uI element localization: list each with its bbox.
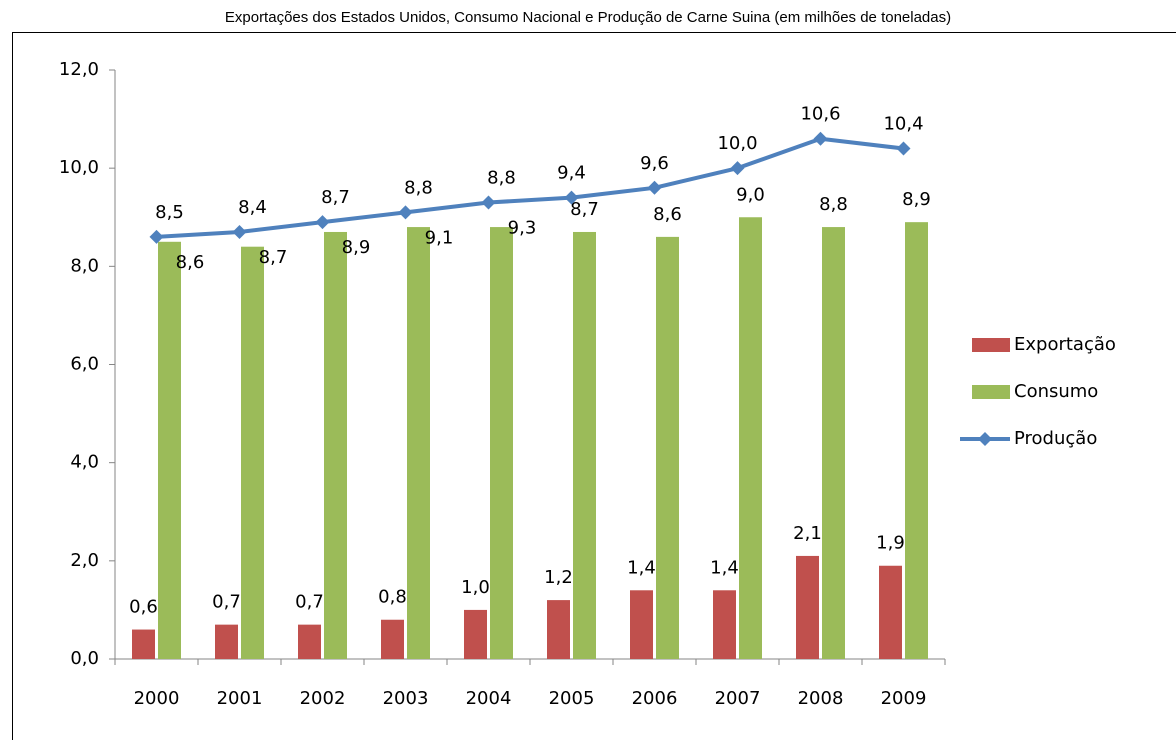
bar [547, 600, 570, 659]
data-label: 9,1 [425, 227, 454, 248]
data-label: 8,9 [342, 237, 371, 258]
line-marker [232, 224, 247, 239]
y-tick-label: 8,0 [70, 255, 99, 276]
chart-title: Exportações dos Estados Unidos, Consumo … [225, 9, 951, 26]
bar [490, 227, 513, 660]
x-tick-label: 2004 [466, 688, 512, 709]
bar [573, 231, 596, 659]
data-label: 0,8 [378, 587, 407, 608]
data-label: 9,6 [640, 153, 669, 174]
data-label: 8,7 [259, 247, 288, 268]
bar [241, 246, 264, 659]
bar [464, 609, 487, 659]
data-label: 0,6 [129, 597, 158, 618]
data-label: 10,6 [800, 104, 840, 125]
x-tick-label: 2005 [549, 688, 595, 709]
bar [132, 629, 155, 659]
y-tick-label: 10,0 [59, 157, 99, 178]
data-label: 10,0 [717, 133, 757, 154]
bar [822, 227, 845, 660]
y-tick-label: 0,0 [70, 648, 99, 669]
bar [381, 619, 404, 659]
x-tick-label: 2006 [632, 688, 678, 709]
data-label: 8,6 [176, 252, 205, 273]
data-label: 8,8 [487, 168, 516, 189]
data-label: 2,1 [793, 523, 822, 544]
y-tick-label: 12,0 [59, 59, 99, 80]
data-label: 1,4 [710, 557, 739, 578]
data-label: 8,7 [321, 187, 350, 208]
legend-label: Produção [1014, 428, 1097, 449]
x-tick-label: 2007 [715, 688, 761, 709]
data-label: 1,2 [544, 567, 573, 588]
line-marker [647, 180, 662, 195]
line-marker [730, 161, 745, 176]
bar [298, 624, 321, 659]
data-label: 0,7 [295, 592, 324, 613]
legend-swatch [972, 338, 1010, 352]
x-tick-label: 2000 [134, 688, 180, 709]
bar [905, 222, 928, 660]
line-marker [896, 141, 911, 156]
bar [158, 241, 181, 659]
line-marker [149, 229, 164, 244]
line [156, 136, 904, 239]
data-label: 0,7 [212, 592, 241, 613]
bar [656, 236, 679, 659]
line-marker [398, 205, 413, 220]
x-tick-label: 2009 [881, 688, 927, 709]
data-label: 8,7 [570, 199, 599, 220]
data-label: 8,5 [155, 202, 184, 223]
legend-marker [978, 432, 992, 446]
y-tick-label: 6,0 [70, 354, 99, 375]
data-label: 8,8 [819, 194, 848, 215]
y-tick-label: 2,0 [70, 550, 99, 571]
bar [407, 227, 430, 660]
bar [879, 565, 902, 659]
bar [796, 555, 819, 659]
y-tick-label: 4,0 [70, 452, 99, 473]
data-label: 8,9 [902, 189, 931, 210]
bar [713, 590, 736, 659]
line-marker [315, 215, 330, 230]
bar [215, 624, 238, 659]
data-label: 1,9 [876, 533, 905, 554]
legend-swatch [972, 385, 1010, 399]
x-tick-label: 2001 [217, 688, 263, 709]
data-label: 8,6 [653, 204, 682, 225]
x-tick-label: 2002 [300, 688, 346, 709]
data-label: 1,4 [627, 557, 656, 578]
data-label: 8,4 [238, 197, 267, 218]
line-marker [813, 131, 828, 146]
data-label: 10,4 [883, 114, 923, 135]
line-marker [481, 195, 496, 210]
legend-label: Exportação [1014, 334, 1116, 355]
data-label: 9,0 [736, 184, 765, 205]
bar [630, 590, 653, 659]
x-tick-label: 2003 [383, 688, 429, 709]
bar [739, 217, 762, 659]
data-label: 8,8 [404, 177, 433, 198]
line-marker [564, 190, 579, 205]
data-label: 9,3 [508, 218, 537, 239]
bar [324, 231, 347, 659]
data-label: 1,0 [461, 577, 490, 598]
legend-label: Consumo [1014, 381, 1098, 402]
x-tick-label: 2008 [798, 688, 844, 709]
data-label: 9,4 [557, 163, 586, 184]
